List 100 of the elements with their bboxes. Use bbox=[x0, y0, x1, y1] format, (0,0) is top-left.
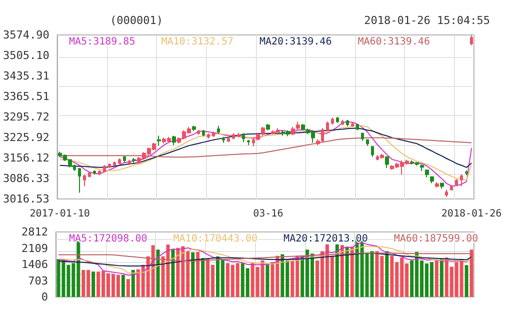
y-tick-label: 3225.92 bbox=[3, 131, 50, 144]
bar bbox=[335, 244, 339, 297]
candlestick bbox=[435, 182, 439, 188]
candlestick bbox=[192, 125, 196, 132]
candlestick bbox=[450, 184, 453, 191]
text: MA20:3139.46 bbox=[259, 36, 332, 48]
candlestick bbox=[261, 126, 265, 136]
candlestick bbox=[430, 176, 434, 184]
candlestick bbox=[380, 153, 384, 160]
bar bbox=[345, 246, 349, 297]
y-tick-label: 3086.33 bbox=[3, 172, 50, 185]
y-tick-label: 3435.31 bbox=[3, 70, 50, 82]
y-tick-label: 2109 bbox=[22, 242, 48, 255]
y-tick-label: 3016.53 bbox=[3, 192, 50, 206]
candlestick bbox=[88, 171, 91, 178]
candlestick bbox=[465, 170, 468, 176]
candlestick bbox=[202, 129, 205, 137]
candlestick bbox=[108, 162, 111, 169]
candlestick bbox=[316, 138, 320, 146]
candlestick bbox=[331, 117, 334, 126]
line-series bbox=[58, 252, 472, 267]
y-tick-label: 3365.51 bbox=[3, 90, 50, 103]
y-tick-label: 3505.10 bbox=[3, 49, 50, 62]
series-label: MA60:187599.00 bbox=[394, 234, 478, 244]
y-tick-label: 3156.12 bbox=[3, 152, 50, 164]
y-tick-label: 2812 bbox=[22, 226, 48, 238]
candlestick bbox=[172, 135, 176, 146]
y-tick-label: 3295.72 bbox=[3, 110, 50, 124]
x-tick-label: 03-16 bbox=[253, 208, 284, 220]
candlestick bbox=[132, 158, 136, 164]
bar bbox=[191, 252, 195, 297]
bar bbox=[171, 250, 175, 297]
candlestick bbox=[361, 132, 364, 142]
candlestick bbox=[351, 122, 354, 128]
candlestick bbox=[455, 178, 458, 186]
y-tick-label: 0 bbox=[41, 290, 48, 304]
candlestick bbox=[78, 168, 81, 194]
candlestick bbox=[247, 139, 250, 146]
candlestick bbox=[326, 121, 329, 132]
x-tick-label: 2018-01-26 bbox=[441, 208, 502, 220]
candlestick bbox=[93, 170, 96, 175]
candlestick bbox=[321, 128, 324, 142]
y-tick-label: 703 bbox=[28, 274, 48, 288]
bar bbox=[131, 270, 135, 297]
candlestick bbox=[237, 132, 240, 138]
chart-subtitle: 2018-01-26 15:04:55 bbox=[364, 14, 490, 27]
y-tick-label: 1406 bbox=[22, 258, 48, 271]
bar bbox=[350, 246, 354, 297]
candlestick bbox=[256, 132, 260, 141]
candlestick bbox=[197, 129, 200, 136]
candlestick bbox=[222, 136, 225, 144]
candlestick bbox=[98, 170, 101, 176]
candlestick bbox=[420, 164, 424, 172]
candlestick bbox=[296, 121, 300, 130]
bar bbox=[156, 250, 160, 297]
text: MA10:3132.57 bbox=[161, 36, 234, 48]
candlestick bbox=[385, 156, 389, 169]
candlestick bbox=[336, 116, 339, 124]
candlestick bbox=[366, 138, 369, 146]
bar bbox=[266, 263, 270, 297]
line-series bbox=[59, 137, 472, 158]
bar bbox=[121, 274, 125, 297]
line-series bbox=[58, 252, 472, 262]
candlestick bbox=[207, 132, 210, 140]
candlestick bbox=[266, 123, 270, 131]
candlestick bbox=[425, 169, 429, 178]
candlestick bbox=[232, 132, 235, 140]
candlestick bbox=[157, 135, 161, 146]
candlestick bbox=[113, 161, 116, 166]
candlestick bbox=[346, 119, 349, 127]
y-tick-label: 3574.90 bbox=[3, 28, 50, 42]
candlestick bbox=[242, 132, 245, 143]
text: MA5:3189.85 bbox=[69, 36, 136, 48]
line-series bbox=[59, 128, 472, 168]
candlestick bbox=[217, 125, 220, 134]
bar bbox=[385, 251, 389, 297]
candlestick bbox=[356, 123, 359, 131]
candlestick bbox=[445, 189, 448, 198]
candlestick bbox=[118, 158, 121, 164]
candlestick bbox=[103, 164, 106, 173]
series-label: MA5:172098.00 bbox=[69, 234, 148, 244]
bar bbox=[470, 250, 474, 297]
bar bbox=[434, 260, 438, 297]
x-tick-label: 2017-01-10 bbox=[30, 208, 90, 220]
candlestick bbox=[440, 182, 444, 190]
candlestick bbox=[128, 159, 131, 166]
candlestick bbox=[460, 174, 463, 187]
candlestick bbox=[227, 136, 230, 143]
series-label: MA10:170443.00 bbox=[173, 234, 258, 244]
candlestick bbox=[123, 156, 126, 164]
bar bbox=[340, 244, 344, 297]
bar bbox=[92, 272, 96, 297]
bar bbox=[196, 252, 200, 297]
candlestick bbox=[252, 136, 255, 147]
candlestick bbox=[301, 123, 305, 131]
bar bbox=[464, 265, 468, 297]
bar bbox=[440, 258, 444, 297]
candlestick bbox=[371, 146, 374, 158]
candlestick bbox=[291, 126, 295, 136]
candlestick bbox=[212, 131, 215, 138]
